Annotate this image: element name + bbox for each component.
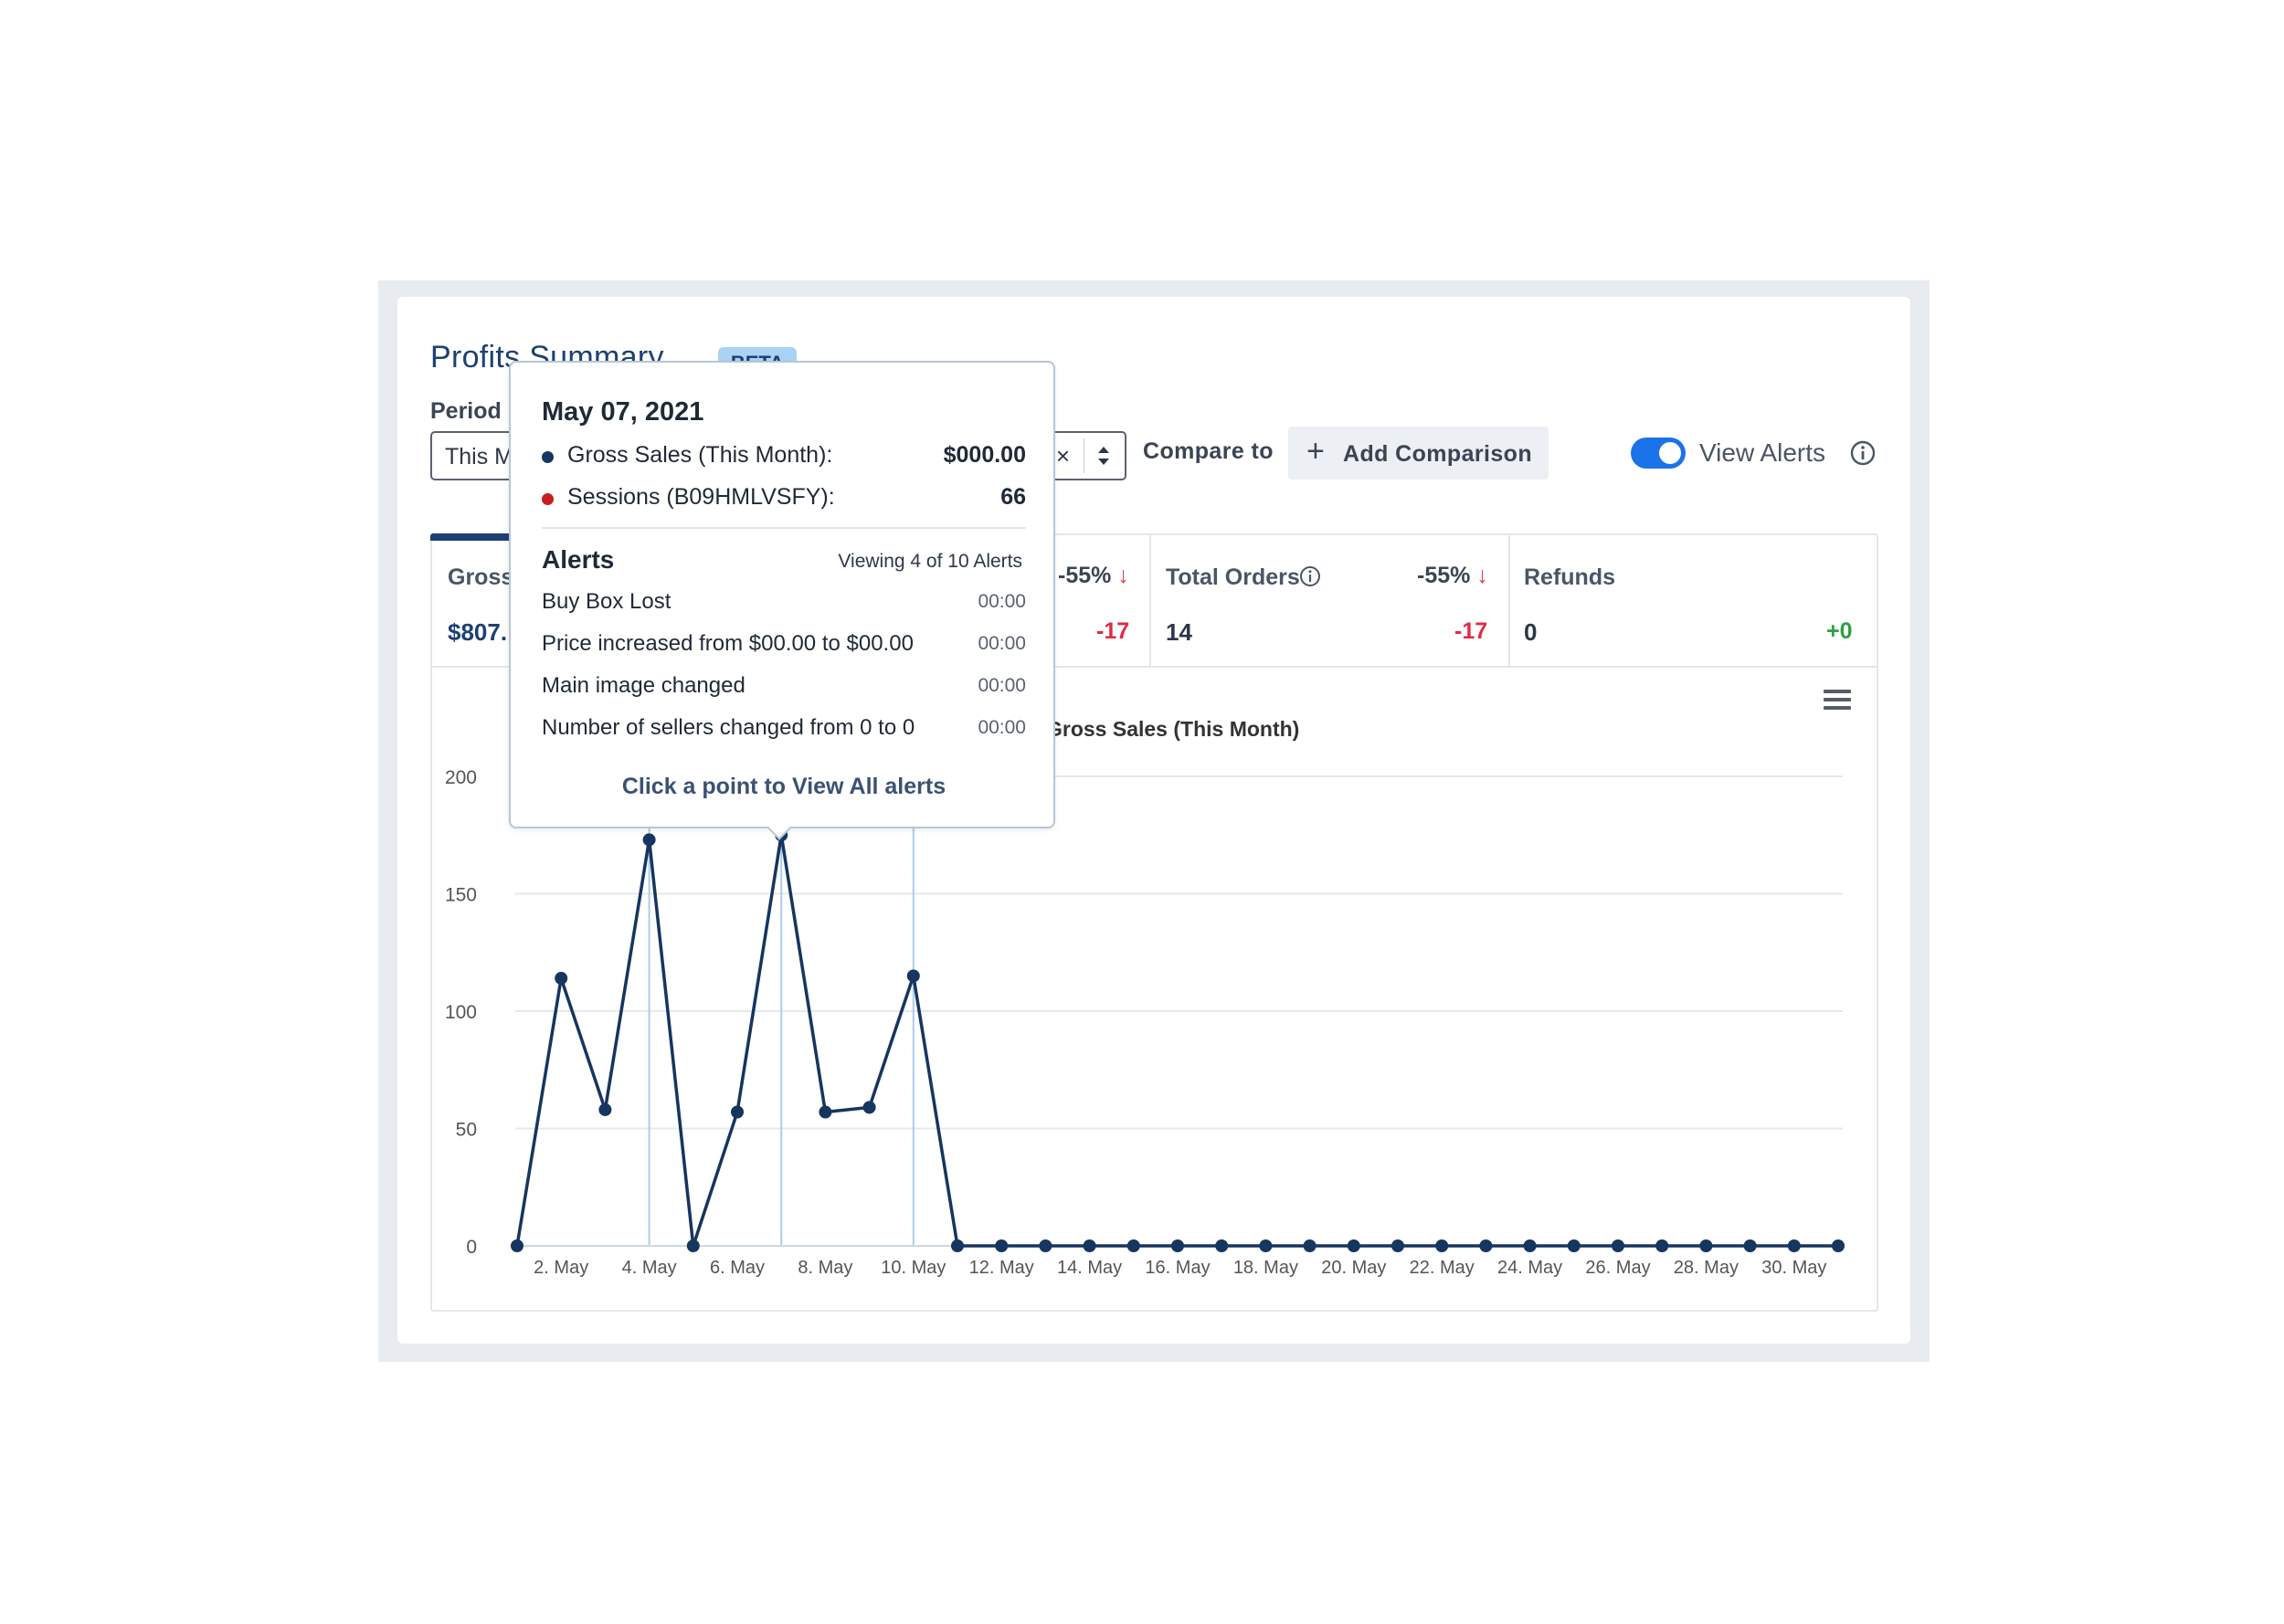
tooltip-alert-item: Number of sellers changed from 0 to 0 00… [542,715,1026,744]
add-comparison-button[interactable]: + Add Comparison [1288,427,1549,480]
data-point[interactable] [1126,1239,1140,1252]
data-point[interactable] [1083,1239,1096,1252]
info-icon[interactable] [1850,440,1876,466]
alert-text: Number of sellers changed from 0 to 0 [542,715,915,740]
series-dot [542,451,554,463]
sort-updown-icon[interactable] [1095,440,1112,471]
chart-tooltip: May 07, 2021 Gross Sales (This Month): $… [509,361,1055,828]
tooltip-row-name: Sessions (B09HMLVSFY): [567,484,835,510]
data-point[interactable] [642,833,656,847]
tooltip-alerts-heading: Alerts [542,545,615,574]
kpi-divider [1508,535,1510,666]
data-point[interactable] [1303,1239,1316,1252]
kpi-gross-value: $807. [448,618,508,646]
data-point[interactable] [1612,1239,1624,1252]
data-point[interactable] [862,1101,876,1114]
kpi-delta: +0 [1826,618,1853,644]
kpi-refunds-value: 0 [1524,618,1538,646]
alert-time: 00:00 [978,591,1026,612]
data-point[interactable] [731,1105,744,1119]
data-point[interactable] [1523,1239,1537,1252]
tooltip-row-sessions: Sessions (B09HMLVSFY): 66 [542,484,1026,513]
kpi-delta: -17 [1454,618,1488,644]
data-point[interactable] [951,1239,964,1252]
kpi-refunds-title[interactable]: Refunds [1524,564,1615,590]
data-point[interactable] [1391,1239,1404,1252]
kpi-delta: -17 [1096,618,1130,644]
data-point[interactable] [555,972,568,986]
tooltip-alerts-count: Viewing 4 of 10 Alerts [838,551,1022,572]
add-comparison-label: Add Comparison [1343,441,1532,467]
data-point[interactable] [995,1239,1009,1252]
tooltip-date: May 07, 2021 [542,397,704,427]
data-point[interactable] [1832,1239,1845,1252]
kpi-total-orders-title[interactable]: Total Orders [1166,564,1300,590]
period-label: Period [430,398,502,424]
kpi-divider [1149,535,1151,666]
tooltip-row-name: Gross Sales (This Month): [567,442,833,468]
data-point[interactable] [1215,1239,1229,1252]
period-value: This M [445,444,513,469]
kpi-total-orders-value: 14 [1166,618,1192,646]
data-point[interactable] [1259,1239,1273,1252]
data-point[interactable] [1479,1239,1493,1252]
info-icon[interactable] [1299,565,1321,587]
data-point[interactable] [1699,1239,1713,1252]
data-point[interactable] [906,969,920,983]
tooltip-alert-item: Buy Box Lost 00:00 [542,589,1026,618]
kpi-pct: -55% ↓ [1417,563,1488,588]
view-alerts-label: View Alerts [1699,438,1825,467]
kpi-gross-title[interactable]: Gross [448,564,514,590]
kpi-pct: -55% ↓ [1058,563,1129,588]
alert-time: 00:00 [978,675,1026,696]
tooltip-row-value: 66 [1000,484,1026,510]
alert-text: Main image changed [542,673,745,698]
view-alerts-toggle[interactable] [1631,438,1686,469]
data-point[interactable] [1171,1239,1184,1252]
data-point[interactable] [598,1102,612,1116]
alert-text: Price increased from $00.00 to $00.00 [542,631,914,656]
data-point[interactable] [1347,1239,1360,1252]
alert-time: 00:00 [978,633,1026,654]
tooltip-divider [542,527,1026,529]
tooltip-row-gross: Gross Sales (This Month): $000.00 [542,442,1026,471]
tooltip-alert-item: Price increased from $00.00 to $00.00 00… [542,631,1026,660]
data-point[interactable] [1787,1239,1801,1252]
kpi-row-divider [430,666,1878,668]
data-point[interactable] [1655,1239,1669,1252]
alert-text: Buy Box Lost [542,589,671,614]
data-point[interactable] [511,1239,523,1252]
chart-menu-icon[interactable] [1824,690,1851,712]
data-point[interactable] [1435,1239,1449,1252]
data-point[interactable] [686,1239,700,1252]
data-point[interactable] [1743,1239,1757,1252]
data-point[interactable] [1567,1239,1581,1252]
clear-icon[interactable]: × [1055,442,1070,469]
series-dot [542,493,554,505]
tooltip-alert-item: Main image changed 00:00 [542,673,1026,702]
chart-title: Gross Sales (This Month) [1046,717,1300,741]
tooltip-row-value: $000.00 [943,442,1026,468]
active-kpi-indicator [430,533,513,541]
toggle-knob [1659,442,1681,464]
alert-time: 00:00 [978,717,1026,738]
data-point[interactable] [819,1105,832,1119]
view-all-alerts-link[interactable]: Click a point to View All alerts [621,774,946,799]
compare-label: Compare to [1143,438,1274,464]
plus-icon: + [1306,434,1326,469]
data-point[interactable] [1039,1239,1052,1252]
